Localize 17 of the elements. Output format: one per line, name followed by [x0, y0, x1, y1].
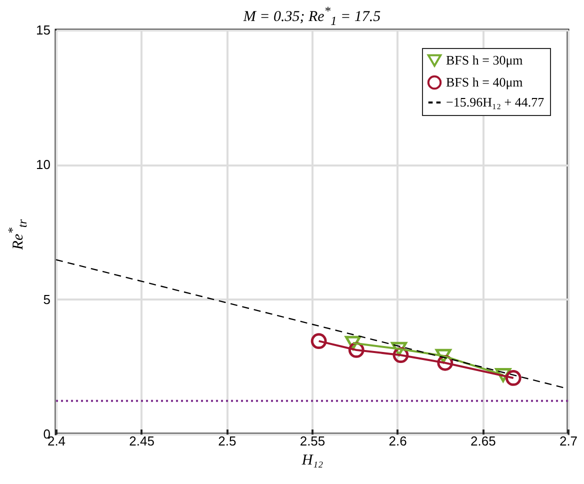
y-tick-label: 5 [43, 292, 50, 307]
x-tick-label: 2.7 [559, 434, 578, 448]
y-tick-label: 10 [36, 157, 50, 172]
legend-label: BFS h = 30μm [446, 52, 523, 68]
point [505, 370, 522, 386]
point [310, 333, 327, 350]
x-tick-label: 2.55 [300, 434, 326, 448]
x-tick-label: 2.6 [388, 434, 407, 448]
x-tick-label: 2.5 [218, 434, 236, 448]
y-tick-label: 0 [43, 426, 50, 442]
x-tick-label: 2.45 [129, 434, 154, 448]
legend-label: −15.96H₁₂ + 44.77 [446, 94, 545, 110]
x-axis-title: H₁₂ [300, 452, 324, 468]
chart-title: M = 0.35; Re$^{*}$$_{1}$ = 17.5 [242, 4, 382, 29]
x-tick-label: 2.65 [470, 434, 496, 448]
legend-label: BFS h = 40μm [446, 74, 523, 90]
y-tick-label: 15 [36, 22, 50, 38]
